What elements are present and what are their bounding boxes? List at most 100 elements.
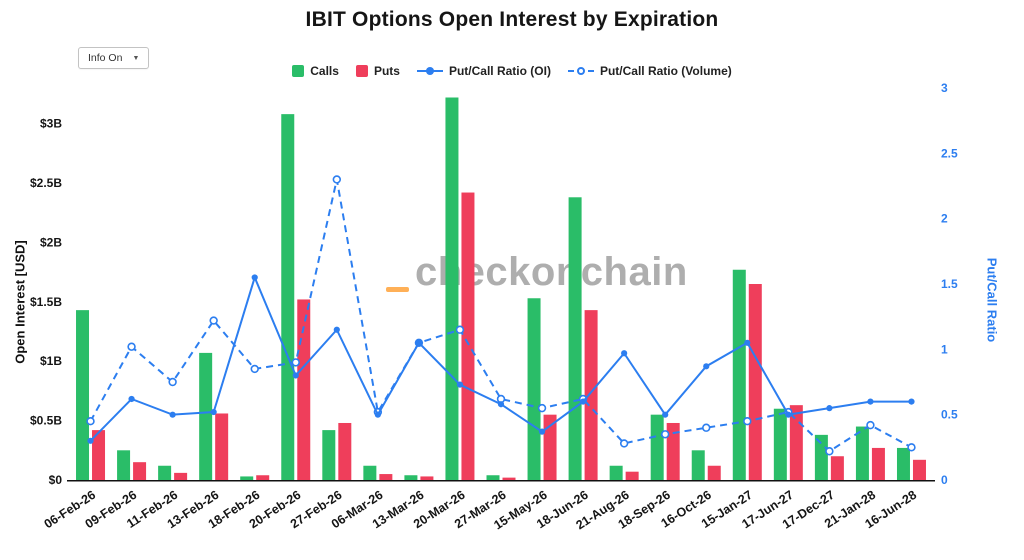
put-call-ratio-oi-marker[interactable] [621,350,628,357]
put-call-ratio-volume-marker[interactable] [660,430,670,439]
calls-bar[interactable] [773,408,787,480]
put-call-ratio-oi-marker[interactable] [87,437,94,444]
legend-item-puts[interactable]: Puts [355,64,400,78]
put-call-ratio-volume-marker[interactable] [866,420,875,430]
left-tick-label: $2.5B [30,176,62,190]
calls-bar[interactable] [240,476,254,480]
calls-bar[interactable] [117,450,131,480]
put-call-ratio-oi-marker[interactable] [292,372,299,379]
puts-bar[interactable] [912,459,926,480]
right-tick-label: 0 [941,473,948,487]
put-call-ratio-oi-marker[interactable] [169,411,176,418]
puts-bar[interactable] [215,413,229,480]
put-call-ratio-oi-marker[interactable] [785,411,792,418]
puts-bar[interactable] [502,477,516,480]
put-call-ratio-oi-marker[interactable] [456,381,464,388]
put-call-ratio-oi-marker[interactable] [867,398,874,405]
put-call-ratio-oi-marker[interactable] [251,274,258,281]
put-call-ratio-oi-line-icon [416,66,443,76]
right-tick-label: 1.5 [941,277,958,291]
left-tick-label: $1.5B [30,295,62,309]
put-call-ratio-volume-marker[interactable] [702,423,711,432]
put-call-ratio-volume-marker[interactable] [127,342,136,351]
put-call-ratio-volume-marker[interactable] [291,358,300,367]
put-call-ratio-volume-marker[interactable] [455,325,465,334]
put-call-ratio-oi-marker[interactable] [497,401,505,408]
puts-bar[interactable] [871,447,885,480]
put-call-ratio-volume-marker[interactable] [209,316,218,325]
put-call-ratio-volume-marker[interactable] [537,403,547,413]
calls-bar[interactable] [363,465,377,480]
puts-bar[interactable] [543,414,557,480]
puts-bar[interactable] [707,465,721,480]
legend-item-calls[interactable]: Calls [292,64,339,78]
puts-swatch-icon [355,65,368,77]
puts-bar[interactable] [256,475,270,480]
put-call-ratio-volume-marker[interactable] [743,417,752,426]
put-call-ratio-volume-marker[interactable] [907,443,916,452]
puts-bar[interactable] [133,462,147,480]
put-call-ratio-volume-marker[interactable] [250,364,259,374]
put-call-ratio-volume-marker[interactable] [825,447,834,456]
calls-bar[interactable] [732,269,746,480]
calls-bar[interactable] [322,430,336,480]
put-call-ratio-volume-marker[interactable] [168,377,177,387]
calls-swatch-icon [292,65,305,77]
right-tick-label: 0.5 [941,408,958,422]
puts-bar[interactable] [92,430,106,480]
puts-bar[interactable] [830,456,844,480]
put-call-ratio-volume-marker[interactable] [619,439,629,448]
put-call-ratio-oi-marker[interactable] [538,428,546,435]
put-call-ratio-volume-line-icon [567,66,594,76]
left-tick-label: $3B [40,117,62,131]
calls-bar[interactable] [76,310,90,480]
legend-item-put-call-ratio-oi[interactable]: Put/Call Ratio (OI) [416,64,551,78]
put-call-ratio-oi-marker[interactable] [333,326,340,333]
put-call-ratio-volume-line[interactable] [89,179,912,453]
calls-bar[interactable] [486,475,500,480]
puts-bar[interactable] [420,476,434,480]
puts-bar[interactable] [748,284,762,480]
right-tick-label: 2.5 [941,146,958,160]
puts-bar[interactable] [461,192,475,481]
calls-bar[interactable] [691,450,705,480]
calls-bar[interactable] [855,426,869,480]
calls-bar[interactable] [158,465,172,480]
legend-label: Puts [373,64,400,78]
put-call-ratio-oi-marker[interactable] [908,398,915,405]
calls-bar[interactable] [650,414,664,480]
calls-bar[interactable] [814,434,828,480]
puts-bar[interactable] [174,472,188,480]
info-dropdown[interactable]: Info On ▼ [78,47,150,69]
calls-bar[interactable] [527,298,541,480]
put-call-ratio-volume-marker[interactable] [332,175,342,184]
right-tick-label: 2 [941,212,948,226]
puts-bar[interactable] [338,422,352,480]
calls-bar[interactable] [281,114,295,480]
put-call-ratio-oi-marker[interactable] [415,339,423,346]
put-call-ratio-oi-marker[interactable] [128,395,135,403]
legend-item-put-call-ratio-volume[interactable]: Put/Call Ratio (Volume) [567,64,732,78]
calls-bar[interactable] [404,475,418,480]
put-call-ratio-oi-marker[interactable] [826,405,833,412]
puts-bar[interactable] [666,422,680,480]
calls-bar[interactable] [199,352,213,480]
left-tick-label: $1B [40,354,62,368]
puts-bar[interactable] [584,310,598,480]
put-call-ratio-oi-marker[interactable] [210,408,217,416]
put-call-ratio-oi-marker[interactable] [662,411,669,418]
puts-bar[interactable] [379,474,393,480]
legend-label: Put/Call Ratio (Volume) [599,64,732,78]
put-call-ratio-volume-marker[interactable] [86,417,95,426]
put-call-ratio-oi-marker[interactable] [579,398,587,405]
put-call-ratio-oi-marker[interactable] [374,411,381,418]
put-call-ratio-oi-marker[interactable] [744,339,751,346]
calls-bar[interactable] [445,97,459,481]
puts-bar[interactable] [625,471,639,480]
calls-bar[interactable] [568,197,582,480]
calls-bar[interactable] [609,465,623,480]
put-call-ratio-oi-marker[interactable] [703,363,710,370]
calls-bar[interactable] [896,447,910,480]
left-tick-label: $2B [40,235,62,249]
